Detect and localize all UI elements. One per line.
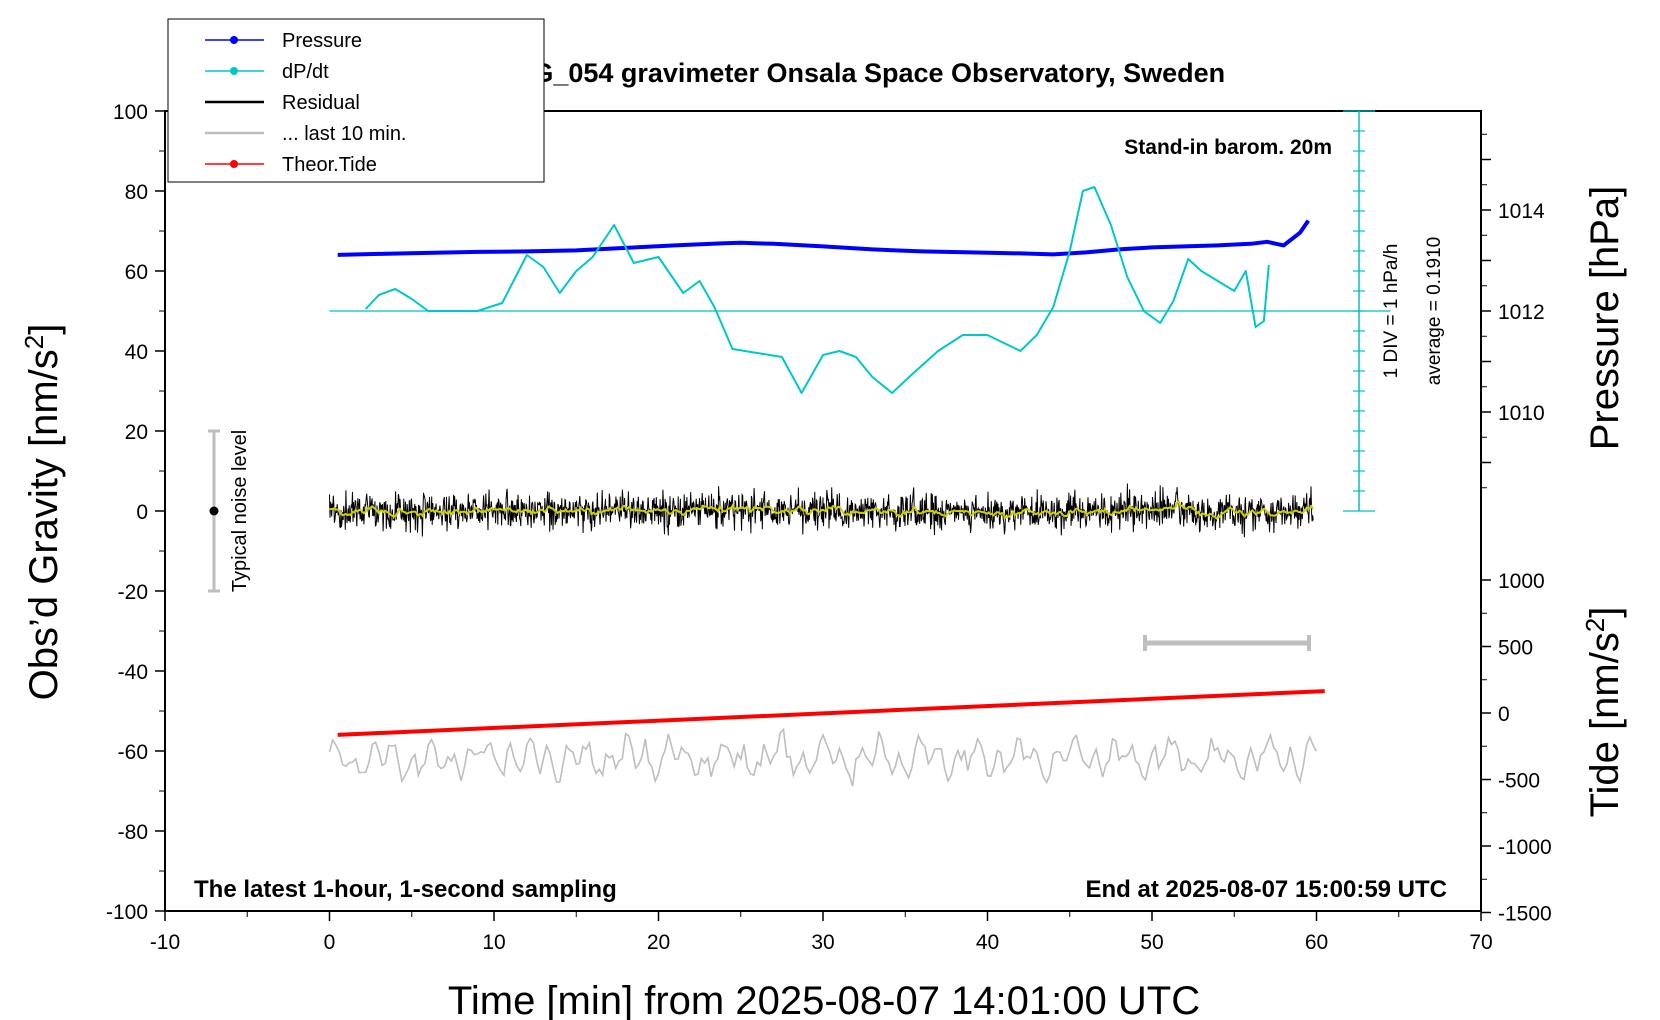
tide-tick-label: -500 bbox=[1498, 770, 1540, 793]
y-axis-title-gravity-main: Obs’d Gravity [nm/s bbox=[22, 349, 66, 700]
series-line-dp-dt bbox=[364, 186, 1270, 394]
y-tick-label: 60 bbox=[125, 261, 148, 284]
chart-title: SCG_054 gravimeter Onsala Space Observat… bbox=[495, 58, 1225, 88]
tide-tick-label: -1500 bbox=[1498, 903, 1552, 926]
y-tick-label: 80 bbox=[125, 181, 148, 204]
tide-tick-label: -1000 bbox=[1498, 836, 1552, 859]
pressure-tick-label: 1012 bbox=[1498, 301, 1545, 324]
y-axis-title-pressure: Pressure [hPa] bbox=[1583, 186, 1627, 451]
x-tick-label: 60 bbox=[1305, 931, 1328, 954]
y-axis-title-tide-main: Tide [nm/s bbox=[1583, 632, 1627, 817]
x-tick-label: 70 bbox=[1469, 931, 1492, 954]
x-axis-title: Time [min] from 2025-08-07 14:01:00 UTC bbox=[448, 979, 1200, 1020]
tide-tick-label: 500 bbox=[1498, 637, 1533, 660]
y-axis-title-gravity-end: ] bbox=[22, 324, 66, 335]
series-line-pressure bbox=[337, 219, 1310, 257]
series-line-theor-tide bbox=[337, 689, 1325, 737]
y-axis-title-tide-sup: 2 bbox=[1580, 618, 1610, 632]
x-tick-label: 40 bbox=[976, 931, 999, 954]
noise-center-dot bbox=[209, 506, 219, 516]
noise-level-label: Typical noise level bbox=[229, 430, 251, 592]
legend-label-dp-dt: dP/dt bbox=[282, 61, 329, 83]
x-tick-label: 20 bbox=[647, 931, 670, 954]
noise-level-indicator: Typical noise level bbox=[208, 429, 251, 593]
legend-label-pressure: Pressure bbox=[282, 30, 362, 52]
y-tick-label: -60 bbox=[118, 741, 148, 764]
legend-label-theor-tide: Theor.Tide bbox=[282, 154, 377, 176]
x-tick-label: -10 bbox=[150, 931, 180, 954]
latest-hour-note: The latest 1-hour, 1-second sampling bbox=[194, 876, 617, 903]
barometer-note: Stand-in barom. 20m bbox=[1124, 136, 1332, 159]
x-tick-label: 50 bbox=[1140, 931, 1163, 954]
legend-label-residual: Residual bbox=[282, 92, 360, 114]
legend-marker-dp-dt bbox=[230, 67, 238, 75]
tide-tick-label: 1000 bbox=[1498, 570, 1545, 593]
dpdt-average-label: average = 0.1910 bbox=[1424, 237, 1445, 385]
y-axis-title-tide: Tide [nm/s2] bbox=[1580, 607, 1627, 818]
last-10-min-trace bbox=[328, 727, 1318, 787]
y-tick-label: 40 bbox=[125, 341, 148, 364]
y-tick-label: -40 bbox=[118, 661, 148, 684]
last-10-min-indicator bbox=[1143, 635, 1311, 651]
x-tick-label: 30 bbox=[811, 931, 834, 954]
y-tick-label: 0 bbox=[136, 501, 148, 524]
legend: Pressure dP/dt Residual ... last 10 min. The… bbox=[167, 18, 545, 183]
legend-marker-pressure bbox=[230, 36, 238, 44]
legend-label-last-10-min: ... last 10 min. bbox=[282, 123, 407, 145]
x-tick-label: 10 bbox=[482, 931, 505, 954]
series-layer bbox=[328, 186, 1391, 787]
y-tick-label: -20 bbox=[118, 581, 148, 604]
y-tick-label: -80 bbox=[118, 821, 148, 844]
tide-tick-label: 0 bbox=[1498, 703, 1510, 726]
pressure-tick-label: 1014 bbox=[1498, 200, 1545, 223]
residual-smoothed-trace bbox=[329, 500, 1315, 520]
y-axis-title-gravity: Obs’d Gravity [nm/s2] bbox=[19, 324, 66, 701]
legend-marker-theor-tide bbox=[230, 160, 238, 168]
y-tick-label: -100 bbox=[106, 901, 148, 924]
end-time-note: End at 2025-08-07 15:00:59 UTC bbox=[1086, 876, 1448, 903]
y-axis-title-gravity-sup: 2 bbox=[19, 335, 49, 349]
x-tick-label: 0 bbox=[324, 931, 336, 954]
pressure-tick-label: 1010 bbox=[1498, 402, 1545, 425]
axes-layer: -10 0 10 20 30 40 50 60 70-100-80-60-40-20020406… bbox=[106, 101, 1552, 954]
y-tick-label: 100 bbox=[113, 101, 148, 124]
y-axis-title-tide-end: ] bbox=[1583, 607, 1627, 618]
legend-entries: Pressure dP/dt Residual ... last 10 min. The… bbox=[205, 30, 407, 176]
dpdt-scale-bar: 1 DIV = 1 hPa/h average = 0.1910 bbox=[1343, 110, 1445, 512]
legend-box bbox=[167, 18, 545, 183]
dpdt-division-label: 1 DIV = 1 hPa/h bbox=[1381, 244, 1402, 379]
y-tick-label: 20 bbox=[125, 421, 148, 444]
